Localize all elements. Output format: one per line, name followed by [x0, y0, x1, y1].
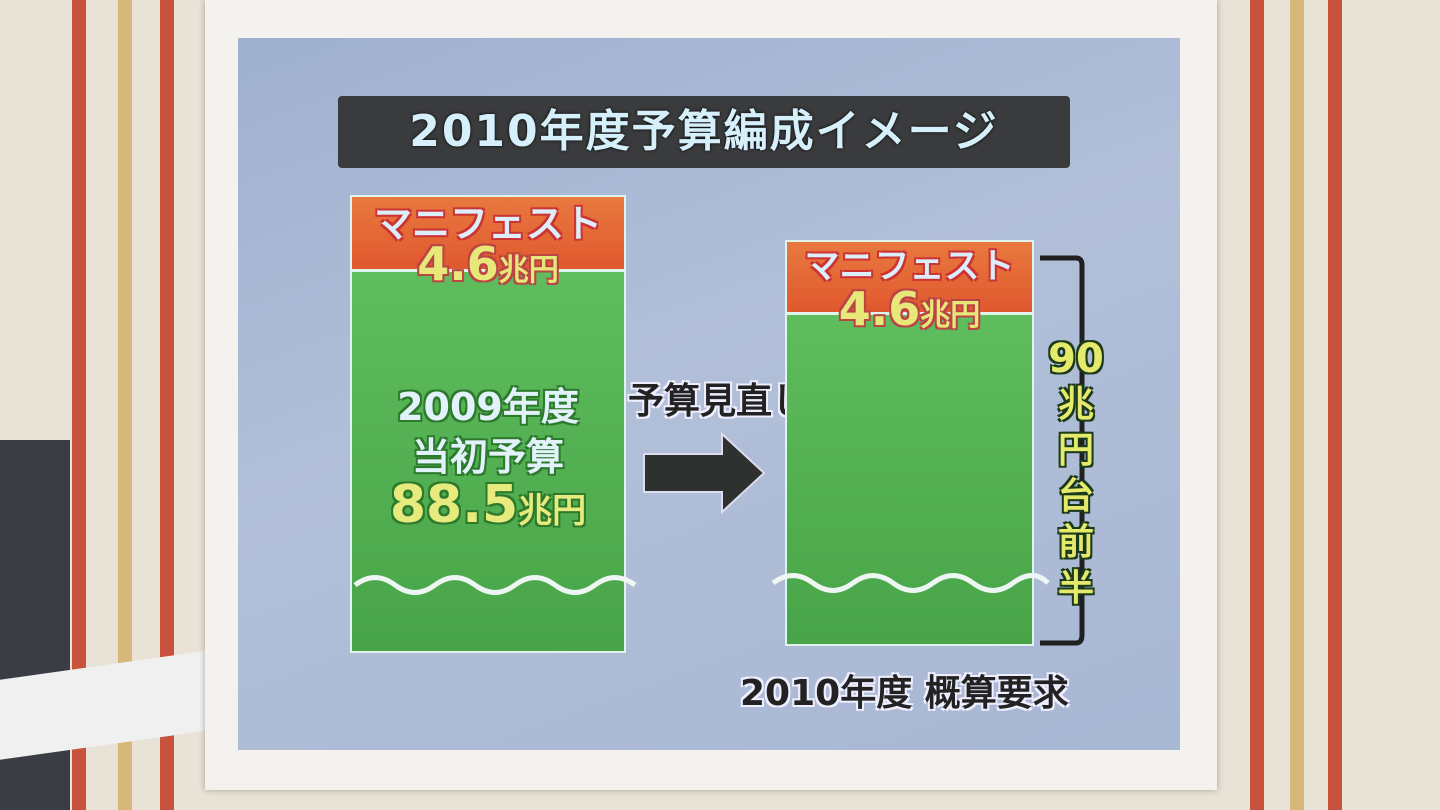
arrow-label: 予算見直し [628, 381, 809, 422]
budget-year-label: 2009年度 [397, 385, 579, 429]
budget-value: 88.5兆円 [389, 475, 587, 535]
budget-type-label: 当初予算 [411, 435, 564, 479]
manifesto-label: マニフェスト [373, 202, 602, 246]
manifesto-value: 4.6兆円 [417, 237, 559, 291]
studio-stripe [1290, 0, 1304, 810]
bar-2009-budget: マニフェスト 4.6兆円 2009年度 当初予算 88.5兆円 [350, 195, 626, 653]
bracket-label-part: 台 [1057, 476, 1094, 517]
bracket-label-part: 半 [1057, 568, 1094, 609]
bracket-label-part: 前 [1057, 522, 1094, 563]
bracket [1040, 255, 1085, 646]
bracket-label-part: 円 [1057, 430, 1094, 471]
arrow-right-icon [643, 432, 766, 514]
manifesto-value: 4.6兆円 [838, 282, 981, 336]
studio-stripe [118, 0, 132, 810]
studio-stripe [1250, 0, 1264, 810]
wavy-break-right [771, 573, 1050, 593]
bracket-label: 90 兆 円 台 前 半 [1048, 336, 1104, 612]
studio-stripe [160, 0, 174, 810]
manifesto-segment [787, 242, 1032, 315]
request-caption: 2010年度 概算要求 [740, 673, 1069, 714]
bracket-label-part: 90 [1048, 336, 1104, 382]
bracket-label-part: 兆 [1057, 384, 1094, 425]
studio-stripe [1328, 0, 1342, 810]
wavy-break-left [353, 575, 637, 595]
manifesto-segment [352, 197, 624, 272]
board-title: 2010年度予算編成イメージ [338, 96, 1070, 168]
studio-stripe [72, 0, 86, 810]
manifesto-label: マニフェスト [804, 247, 1015, 287]
